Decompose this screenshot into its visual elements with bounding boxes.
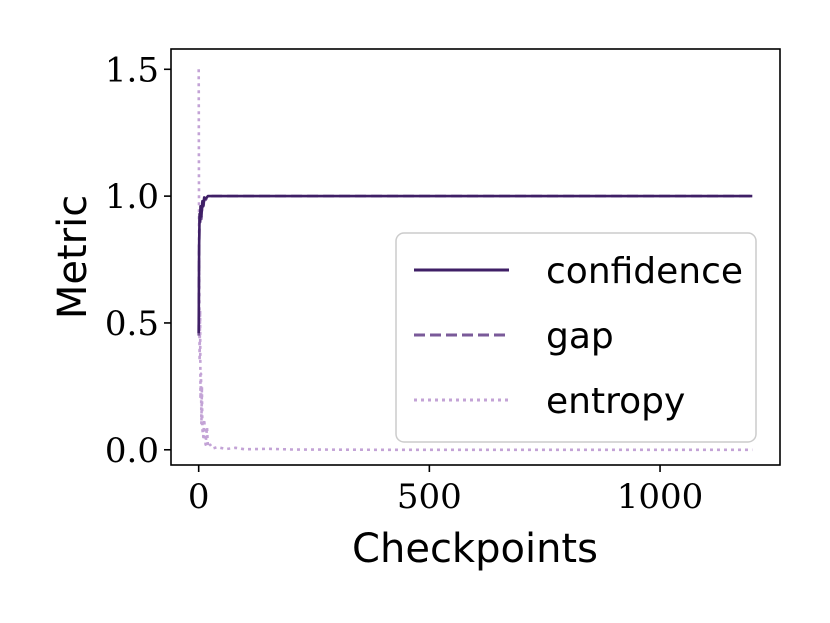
ticks: 0 500 1000 0.0 0.5 1.0 1.5 — [105, 50, 703, 517]
plot-frame — [170, 48, 781, 466]
y-tick-label: 1.5 — [105, 50, 159, 90]
series-line-entropy — [197, 69, 753, 452]
x-tick-label: 500 — [397, 477, 462, 517]
y-axis-label: Metric — [50, 195, 96, 319]
y-tick-label: 0.5 — [105, 304, 159, 344]
x-tick-label: 1000 — [617, 477, 704, 517]
legend-label-gap: gap — [546, 316, 614, 357]
legend: confidence gap entropy — [395, 232, 757, 443]
x-axis-label: Checkpoints — [352, 526, 598, 572]
y-tick-label: 1.0 — [105, 177, 159, 217]
series-line-confidence — [197, 194, 753, 334]
legend-box — [395, 232, 757, 443]
x-tick-label: 0 — [188, 477, 210, 517]
legend-label-confidence: confidence — [546, 251, 743, 292]
y-tick-label: 0.0 — [105, 431, 159, 471]
legend-label-entropy: entropy — [546, 381, 685, 422]
plot-lines — [197, 69, 753, 452]
